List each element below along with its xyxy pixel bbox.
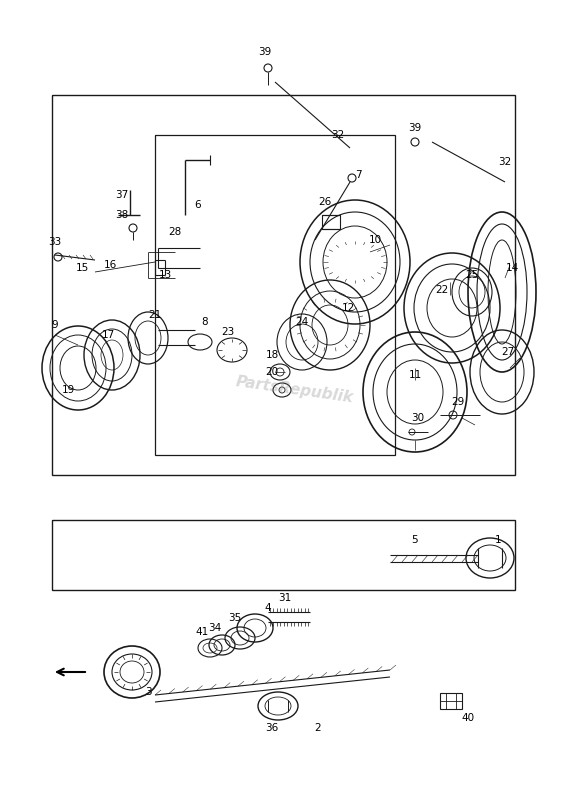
Ellipse shape xyxy=(273,383,291,397)
Text: 38: 38 xyxy=(115,210,129,220)
Text: 16: 16 xyxy=(103,260,117,270)
Text: 37: 37 xyxy=(115,190,129,200)
Text: 22: 22 xyxy=(435,285,448,295)
Text: 17: 17 xyxy=(101,330,115,340)
Text: 30: 30 xyxy=(412,413,425,423)
Text: PartsRepublik: PartsRepublik xyxy=(235,374,355,406)
Text: 41: 41 xyxy=(196,627,209,637)
Text: 34: 34 xyxy=(209,623,222,633)
Text: 23: 23 xyxy=(221,327,235,337)
Text: 15: 15 xyxy=(75,263,88,273)
Text: 36: 36 xyxy=(265,723,278,733)
Bar xyxy=(322,215,340,229)
Ellipse shape xyxy=(270,364,290,380)
Text: 18: 18 xyxy=(265,350,278,360)
Text: 13: 13 xyxy=(158,270,172,280)
Text: 40: 40 xyxy=(462,713,475,723)
Text: 3: 3 xyxy=(145,687,151,697)
Text: 11: 11 xyxy=(408,370,422,380)
Text: 7: 7 xyxy=(355,170,361,180)
Text: 24: 24 xyxy=(295,317,308,327)
Text: 26: 26 xyxy=(319,197,332,207)
Text: 19: 19 xyxy=(61,385,75,395)
Text: 21: 21 xyxy=(149,310,162,320)
Text: 4: 4 xyxy=(265,603,272,613)
Text: 29: 29 xyxy=(451,397,464,407)
Text: 5: 5 xyxy=(412,535,418,545)
Text: 28: 28 xyxy=(168,227,181,237)
Text: 12: 12 xyxy=(341,303,354,313)
Text: 25: 25 xyxy=(466,270,479,280)
Text: 35: 35 xyxy=(229,613,242,623)
Bar xyxy=(440,693,462,709)
Text: 2: 2 xyxy=(315,723,321,733)
Text: 8: 8 xyxy=(202,317,208,327)
Text: 6: 6 xyxy=(194,200,201,210)
Text: 39: 39 xyxy=(408,123,422,133)
Text: 10: 10 xyxy=(369,235,382,245)
Text: 1: 1 xyxy=(494,535,501,545)
Text: 33: 33 xyxy=(48,237,62,247)
Text: 9: 9 xyxy=(52,320,58,330)
Text: 32: 32 xyxy=(331,130,345,140)
Text: 32: 32 xyxy=(498,157,511,167)
Text: 39: 39 xyxy=(259,47,272,57)
Text: 31: 31 xyxy=(278,593,291,603)
Text: 27: 27 xyxy=(501,347,515,357)
Text: 14: 14 xyxy=(505,263,519,273)
Text: 20: 20 xyxy=(265,367,278,377)
